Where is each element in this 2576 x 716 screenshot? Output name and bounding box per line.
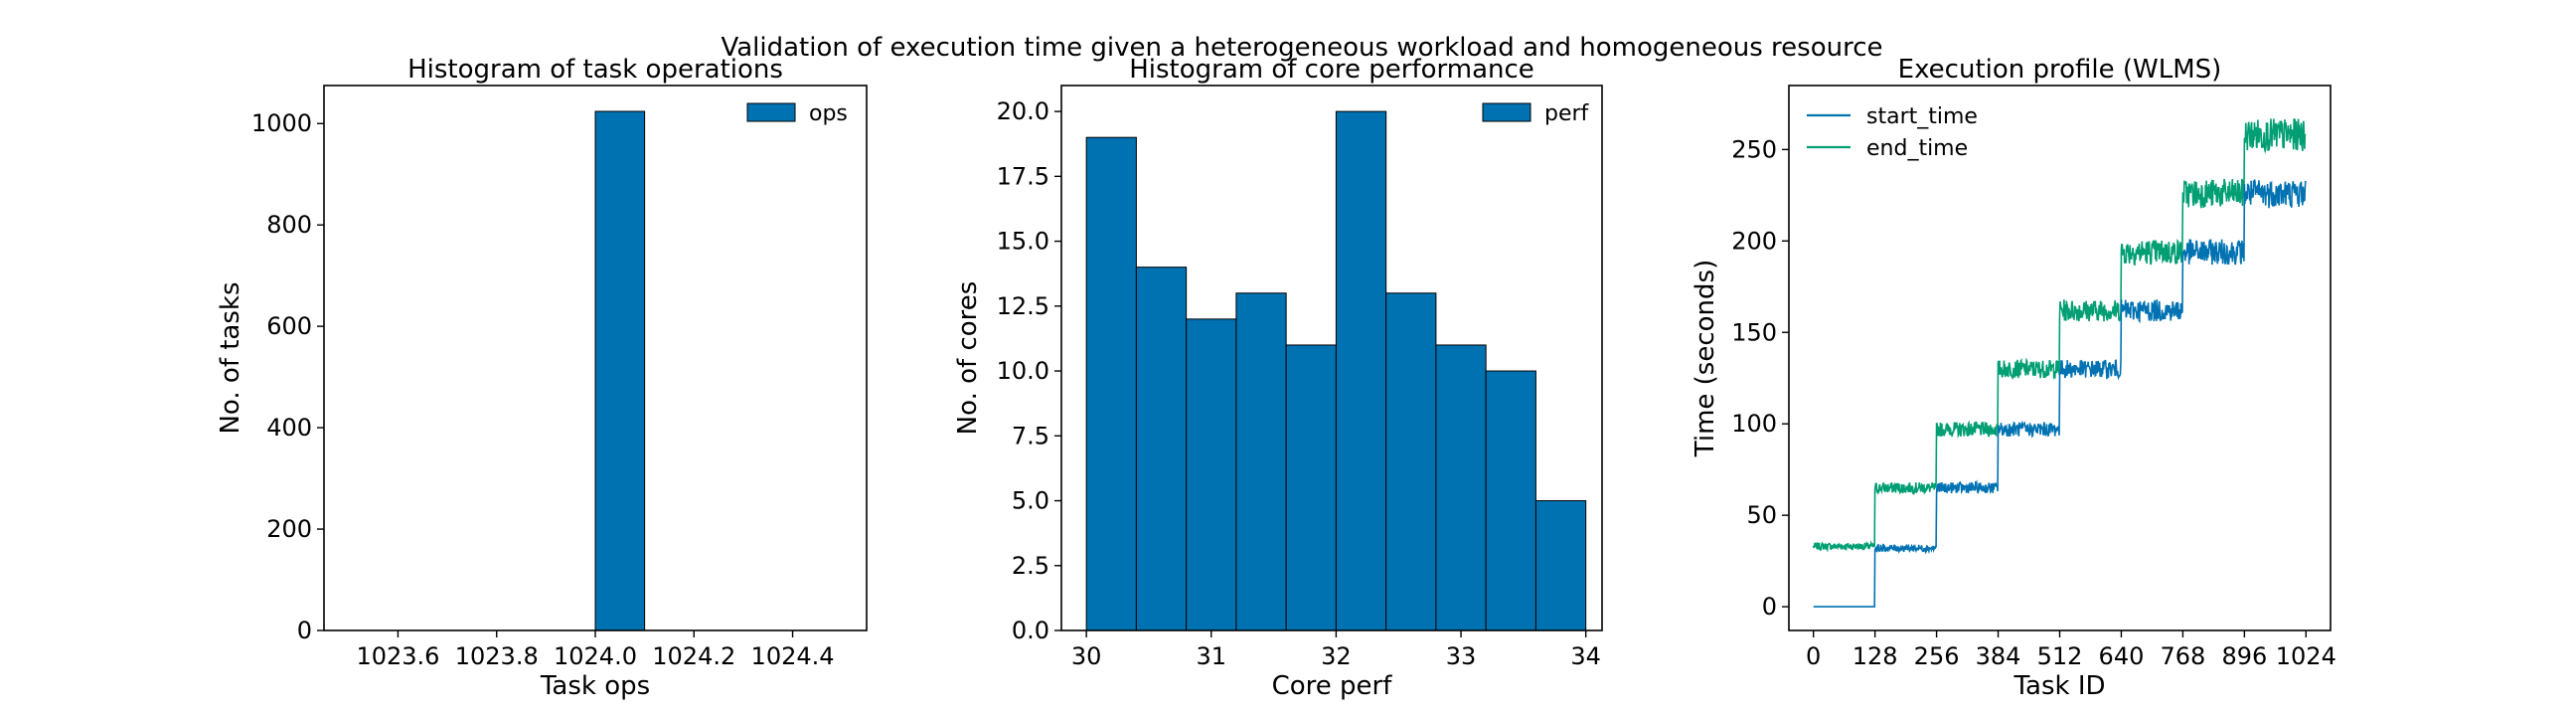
- chart-1-legend-swatch: [1482, 102, 1531, 122]
- chart-1-legend-label: perf: [1544, 101, 1590, 126]
- chart-2-title: Execution profile (WLMS): [1898, 55, 2222, 85]
- chart-1-xtick-label: 32: [1321, 642, 1352, 670]
- chart-1-ytick-label: 12.5: [997, 292, 1049, 320]
- chart-0-bar: [594, 110, 646, 631]
- chart-2-ytick-label: 0: [1762, 593, 1777, 621]
- chart-1-ytick-label: 15.0: [997, 228, 1049, 256]
- chart-0-title: Histogram of task operations: [407, 55, 783, 85]
- chart-2-ytick-label: 150: [1731, 318, 1777, 346]
- chart-0-xtick-label: 1023.8: [455, 642, 539, 670]
- chart-2-xtick-label: 0: [1806, 642, 1821, 670]
- chart-2-series-start-time: [1813, 179, 2307, 608]
- chart-0-xlabel: Task ops: [540, 671, 650, 701]
- chart-1-bar: [1285, 344, 1337, 631]
- chart-1-ytick-label: 10.0: [997, 357, 1049, 385]
- chart-0-legend-swatch: [746, 102, 796, 122]
- chart-2-legend-label: start_time: [1866, 104, 1978, 129]
- chart-0-xtick-label: 1024.2: [652, 642, 735, 670]
- chart-1-bar: [1135, 267, 1188, 631]
- chart-0-ytick-label: 0: [297, 617, 312, 644]
- chart-2-ytick-label: 50: [1746, 501, 1777, 529]
- panel-task-ops-histogram: 1023.6 1023.8 1024.0 1024.2 1024.4 0 200 400 600…: [216, 55, 868, 701]
- chart-2-xtick-label: 1024: [2276, 642, 2336, 670]
- chart-1-axes-frame: [1060, 85, 1603, 631]
- chart-2-xtick-label: 256: [1914, 642, 1960, 670]
- panel-execution-profile: 0 128 256 384 512 640 768 896 1024 0 50 100 150 200 25…: [1690, 55, 2336, 701]
- chart-2-xlabel: Task ID: [2012, 671, 2105, 701]
- chart-1-xtick-label: 31: [1196, 642, 1226, 670]
- chart-1-ytick-label: 17.5: [997, 162, 1049, 190]
- chart-1-bar: [1085, 136, 1137, 631]
- chart-2-series-end-time: [1812, 118, 2307, 553]
- chart-2-ytick-label: 250: [1731, 135, 1777, 163]
- chart-0-ylabel: No. of tasks: [216, 281, 245, 434]
- figure-suptitle: Validation of execution time given a het…: [721, 33, 1882, 63]
- chart-2-xtick-label: 128: [1852, 642, 1898, 670]
- chart-2-legend-label: end_time: [1866, 136, 1968, 161]
- chart-2-xtick-label: 512: [2037, 642, 2083, 670]
- chart-1-ytick-label: 2.5: [1012, 552, 1049, 580]
- chart-2-xtick-label: 640: [2099, 642, 2145, 670]
- chart-1-title: Histogram of core performance: [1129, 55, 1534, 85]
- chart-2-xtick-label: 896: [2221, 642, 2267, 670]
- chart-1-ytick-label: 20.0: [997, 97, 1049, 125]
- chart-1-ytick-label: 7.5: [1012, 422, 1049, 449]
- chart-1-bar: [1485, 370, 1536, 631]
- chart-0-ytick-label: 200: [266, 515, 312, 543]
- chart-2-ylabel: Time (seconds): [1690, 260, 1720, 457]
- chart-1-ytick-label: 0.0: [1012, 617, 1049, 644]
- chart-1-bar: [1435, 344, 1487, 631]
- chart-0-ytick-label: 600: [266, 312, 312, 340]
- chart-0-ytick-label: 400: [266, 414, 312, 442]
- chart-1-bar: [1235, 292, 1287, 631]
- chart-0-xtick-label: 1023.6: [356, 642, 439, 670]
- chart-2-ytick-label: 100: [1731, 410, 1777, 438]
- chart-2-ytick-label: 200: [1731, 227, 1777, 255]
- chart-0-ytick-label: 800: [266, 211, 312, 239]
- chart-1-ylabel: No. of cores: [953, 281, 983, 436]
- chart-1-xtick-label: 34: [1570, 642, 1601, 670]
- chart-1-xtick-label: 33: [1446, 642, 1477, 670]
- chart-1-xtick-label: 30: [1071, 642, 1102, 670]
- chart-1-bar: [1335, 110, 1387, 631]
- chart-1-bar: [1534, 500, 1587, 631]
- chart-0-legend-label: ops: [809, 101, 848, 126]
- chart-1-bar: [1385, 292, 1437, 631]
- chart-1-bar: [1186, 318, 1237, 631]
- chart-2-xtick-label: 768: [2161, 642, 2206, 670]
- chart-0-xtick-label: 1024.0: [554, 642, 637, 670]
- chart-0-ytick-label: 1000: [251, 109, 312, 137]
- chart-0-xtick-label: 1024.4: [751, 642, 835, 670]
- panel-core-perf-histogram: 30 31 32 33 34 0.0 2.5 5.0 7.5 10.0 12.5 15.0 17.5 20…: [953, 55, 1603, 701]
- chart-1-ytick-label: 5.0: [1012, 487, 1049, 515]
- chart-1-xlabel: Core perf: [1272, 671, 1393, 701]
- chart-2-xtick-label: 384: [1976, 642, 2021, 670]
